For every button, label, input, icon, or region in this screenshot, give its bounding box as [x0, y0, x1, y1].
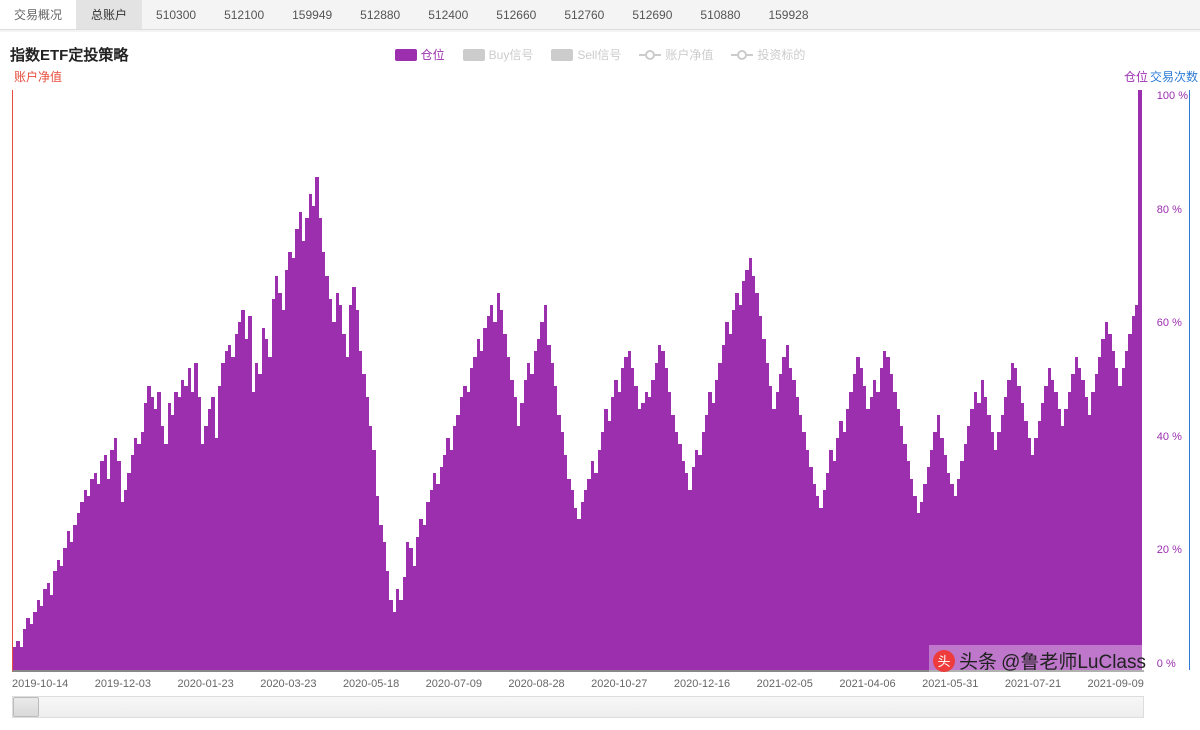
- legend-label: 仓位: [421, 46, 445, 63]
- tab-交易概况[interactable]: 交易概况: [0, 0, 77, 29]
- legend-swatch-icon: [463, 49, 485, 61]
- y-tick-label: 60 %: [1157, 317, 1188, 329]
- y-tick-label: 0 %: [1157, 658, 1188, 670]
- x-tick-label: 2021-05-31: [922, 678, 978, 690]
- tab-总账户[interactable]: 总账户: [77, 0, 142, 29]
- tab-512100[interactable]: 512100: [210, 0, 278, 29]
- x-ticks: 2019-10-14 2019-12-03 2020-01-23 2020-03-23…: [12, 678, 1144, 690]
- account-tabs: 交易概况总账户510300512100159949512880512400512…: [0, 0, 1200, 30]
- chart-area: 指数ETF定投策略 仓位Buy信号Sell信号账户净值投资标的 账户净值 仓位 …: [0, 32, 1200, 730]
- bar: [1138, 90, 1141, 670]
- x-tick-label: 2020-12-16: [674, 678, 730, 690]
- tab-512400[interactable]: 512400: [414, 0, 482, 29]
- zoom-scrollbar[interactable]: [12, 696, 1144, 718]
- legend-item-Sell信号[interactable]: Sell信号: [551, 46, 621, 63]
- tab-512880[interactable]: 512880: [346, 0, 414, 29]
- watermark: 头 头条 @鲁老师LuClass: [929, 645, 1150, 676]
- legend-label: 投资标的: [757, 46, 805, 63]
- x-tick-label: 2019-12-03: [95, 678, 151, 690]
- x-tick-label: 2021-07-21: [1005, 678, 1061, 690]
- tab-512690[interactable]: 512690: [618, 0, 686, 29]
- y-tick-label: 100 %: [1157, 90, 1188, 102]
- x-tick-label: 2020-05-18: [343, 678, 399, 690]
- x-tick-label: 2020-07-09: [426, 678, 482, 690]
- legend-item-账户净值[interactable]: 账户净值: [639, 46, 713, 63]
- x-tick-label: 2021-09-09: [1088, 678, 1144, 690]
- zoom-thumb[interactable]: [13, 697, 39, 717]
- y-tick-label: 40 %: [1157, 431, 1188, 443]
- legend-item-仓位[interactable]: 仓位: [395, 46, 445, 63]
- x-tick-label: 2020-01-23: [177, 678, 233, 690]
- tab-512760[interactable]: 512760: [550, 0, 618, 29]
- y-right-label-position: 仓位: [1124, 68, 1148, 85]
- tab-159949[interactable]: 159949: [278, 0, 346, 29]
- bar-series: [13, 90, 1144, 670]
- legend-line-icon: [731, 54, 753, 56]
- legend-line-icon: [639, 54, 661, 56]
- x-tick-label: 2020-08-28: [508, 678, 564, 690]
- chart-legend: 仓位 Buy信号 Sell信号 账户净值 投资标的: [0, 46, 1200, 63]
- legend-label: 账户净值: [665, 46, 713, 63]
- watermark-prefix: 头条: [959, 647, 997, 674]
- legend-label: Buy信号: [489, 46, 534, 63]
- legend-item-Buy信号[interactable]: Buy信号: [463, 46, 534, 63]
- y-left-label: 账户净值: [14, 68, 62, 85]
- x-tick-label: 2021-04-06: [839, 678, 895, 690]
- right-axis-line: [1189, 90, 1190, 670]
- y-tick-label: 80 %: [1157, 204, 1188, 216]
- x-tick-label: 2020-03-23: [260, 678, 316, 690]
- tab-512660[interactable]: 512660: [482, 0, 550, 29]
- y-right-label-trades: 交易次数: [1150, 68, 1198, 85]
- legend-swatch-icon: [395, 49, 417, 61]
- watermark-logo-icon: 头: [933, 650, 955, 672]
- x-tick-label: 2019-10-14: [12, 678, 68, 690]
- tab-510300[interactable]: 510300: [142, 0, 210, 29]
- legend-label: Sell信号: [577, 46, 621, 63]
- plot-area: 100 %80 %60 %40 %20 %0 %: [12, 90, 1144, 672]
- legend-item-投资标的[interactable]: 投资标的: [731, 46, 805, 63]
- legend-swatch-icon: [551, 49, 573, 61]
- watermark-text: @鲁老师LuClass: [1001, 647, 1146, 674]
- y-ticks: 100 % 80 % 60 % 40 % 20 % 0 %: [1157, 90, 1188, 670]
- x-tick-label: 2020-10-27: [591, 678, 647, 690]
- tab-159928[interactable]: 159928: [754, 0, 822, 29]
- x-tick-label: 2021-02-05: [757, 678, 813, 690]
- tab-510880[interactable]: 510880: [686, 0, 754, 29]
- y-tick-label: 20 %: [1157, 544, 1188, 556]
